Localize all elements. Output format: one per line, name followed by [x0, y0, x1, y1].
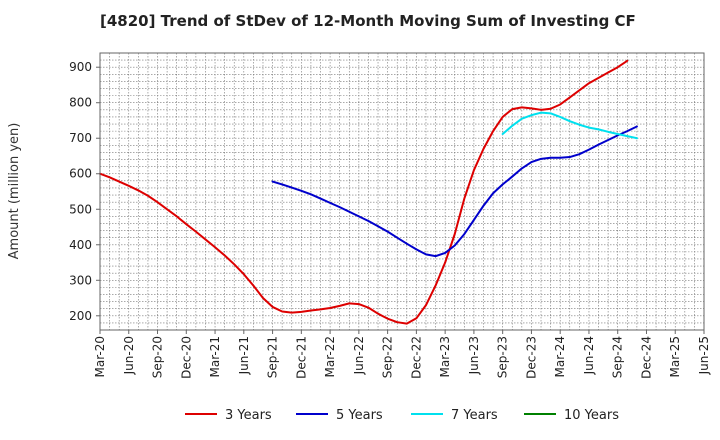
y-tick-label: 700 — [69, 131, 92, 145]
y-tick-label: 400 — [69, 238, 92, 252]
y-tick-label: 900 — [69, 60, 92, 74]
series-line-7-years — [501, 111, 638, 140]
series-line-3-years — [99, 59, 629, 325]
y-tick-label: 600 — [69, 167, 92, 181]
grid-layer — [100, 53, 704, 330]
series-line-5-years — [271, 125, 638, 258]
plot-background — [100, 53, 704, 330]
x-tick-label: Jun-21 — [237, 336, 251, 375]
x-tick-label: Mar-24 — [553, 336, 567, 377]
x-tick-label: Sep-23 — [496, 336, 510, 378]
x-tick-label: Jun-25 — [697, 336, 711, 375]
plot-frame — [99, 52, 705, 331]
y-tick-label: 300 — [69, 273, 92, 287]
x-tick-label: Dec-24 — [639, 336, 653, 379]
x-tick-label: Sep-24 — [611, 336, 625, 378]
x-tick-label: Dec-23 — [524, 336, 538, 379]
y-tick-label: 500 — [69, 202, 92, 216]
x-tick-label: Mar-22 — [323, 336, 337, 377]
x-axis-ticks: Mar-20 Jun-20 Sep-20 Dec-20 Mar-21 Jun-21 Sep-… — [93, 330, 711, 379]
x-tick-label: Mar-20 — [93, 336, 107, 377]
y-tick-label: 200 — [69, 309, 92, 323]
x-tick-label: Mar-21 — [208, 336, 222, 377]
x-tick-label: Sep-21 — [266, 336, 280, 378]
legend: 3 Years 5 Years 7 Years 10 Years — [185, 408, 619, 423]
x-tick-label: Jun-24 — [582, 336, 596, 375]
x-tick-label: Jun-20 — [122, 336, 136, 375]
y-axis-ticks: 200 300 400 500 600 700 800 900 — [69, 60, 100, 323]
x-tick-label: Dec-22 — [409, 336, 423, 379]
x-tick-label: Sep-22 — [381, 336, 395, 378]
x-tick-label: Jun-23 — [467, 336, 481, 375]
legend-label-7-years: 7 Years — [451, 408, 498, 423]
y-tick-label: 800 — [69, 96, 92, 110]
legend-label-5-years: 5 Years — [336, 408, 383, 423]
x-tick-label: Dec-21 — [294, 336, 308, 379]
x-tick-label: Dec-20 — [179, 336, 193, 379]
y-axis-label: Amount (million yen) — [7, 123, 22, 260]
x-tick-label: Jun-22 — [352, 336, 366, 375]
x-tick-label: Mar-25 — [668, 336, 682, 377]
chart-title: [4820] Trend of StDev of 12-Month Moving… — [100, 12, 636, 30]
x-tick-label: Mar-23 — [438, 336, 452, 377]
series-layer — [99, 59, 638, 325]
x-tick-label: Sep-20 — [151, 336, 165, 378]
legend-label-10-years: 10 Years — [564, 408, 619, 423]
legend-label-3-years: 3 Years — [225, 408, 272, 423]
